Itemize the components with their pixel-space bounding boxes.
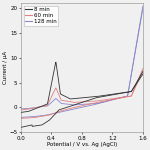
Y-axis label: Current / µA: Current / µA <box>3 51 8 84</box>
Legend: 8 min, 60 min, 128 min: 8 min, 60 min, 128 min <box>24 6 58 26</box>
X-axis label: Potential / V vs. Ag (AgCl): Potential / V vs. Ag (AgCl) <box>47 142 117 147</box>
